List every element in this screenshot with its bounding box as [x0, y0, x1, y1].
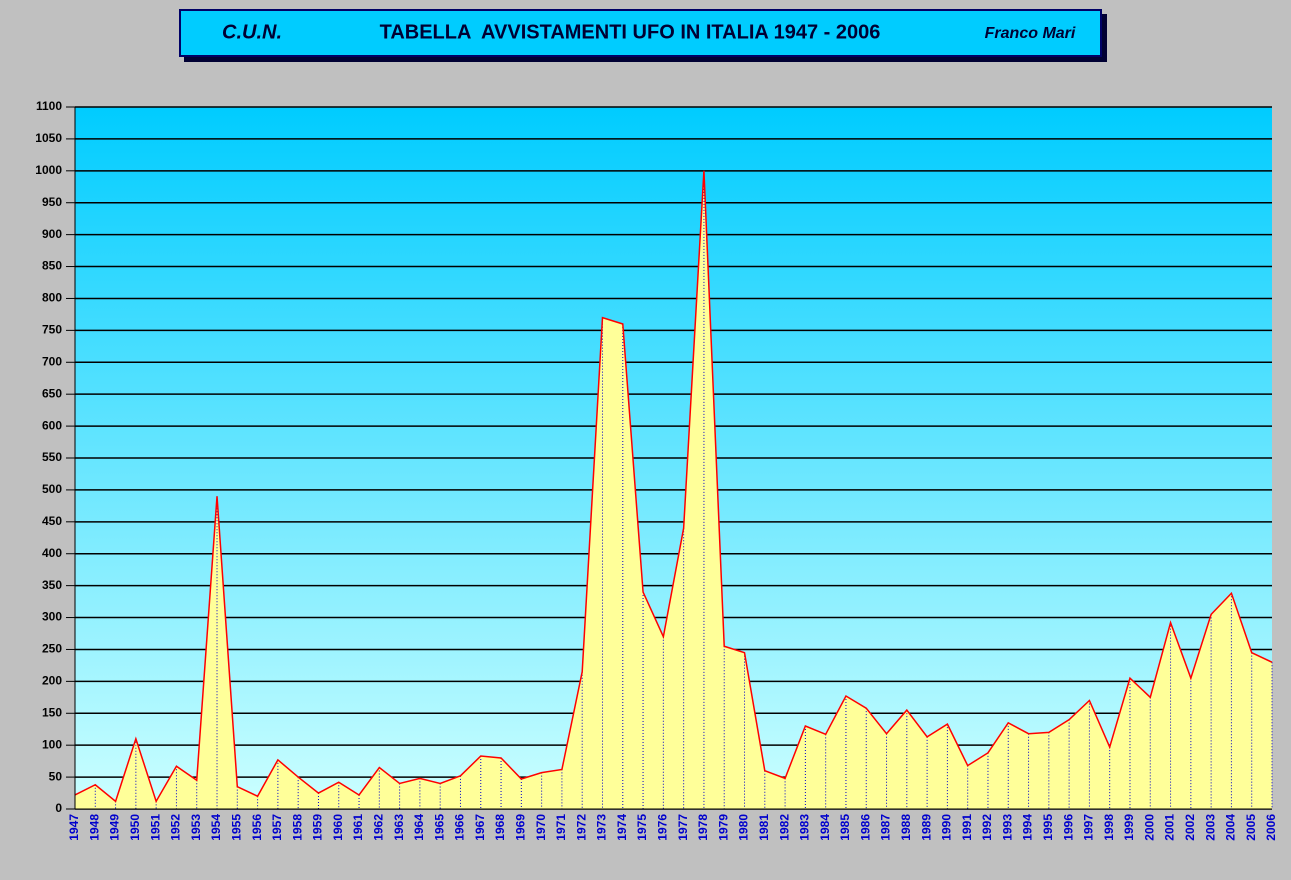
x-tick-label: 1999	[1122, 814, 1136, 841]
x-tick-label: 1964	[412, 814, 426, 841]
x-tick-label: 1965	[432, 814, 446, 841]
area	[75, 170, 1272, 809]
x-tick-label: 1967	[473, 814, 487, 841]
y-tick-label: 50	[49, 769, 63, 783]
x-tick-label: 1991	[960, 814, 974, 841]
y-tick-label: 1050	[35, 131, 62, 145]
y-tick-label: 1000	[35, 163, 62, 177]
x-tick-label: 1959	[311, 814, 325, 841]
x-tick-label: 1970	[534, 814, 548, 841]
y-tick-label: 300	[42, 610, 62, 624]
org-label: C.U.N.	[222, 21, 282, 43]
x-tick-label: 1966	[453, 814, 467, 841]
x-tick-label: 1989	[919, 814, 933, 841]
chart-title: TABELLA AVVISTAMENTI UFO IN ITALIA 1947 …	[380, 21, 881, 43]
x-tick-label: 1969	[514, 814, 528, 841]
y-tick-label: 800	[42, 291, 62, 305]
x-tick-label: 1982	[777, 814, 791, 841]
x-tick-label: 2004	[1224, 814, 1238, 841]
y-tick-label: 700	[42, 354, 62, 368]
x-tick-label: 1972	[574, 814, 588, 841]
y-tick-label: 0	[55, 801, 62, 815]
x-tick-label: 1950	[128, 814, 142, 841]
y-tick-label: 650	[42, 386, 62, 400]
x-tick-label: 1971	[554, 814, 568, 841]
x-tick-label: 1947	[67, 814, 81, 841]
y-tick-label: 750	[42, 323, 62, 337]
x-tick-label: 1980	[737, 814, 751, 841]
x-tick-label: 1948	[87, 814, 101, 841]
x-tick-label: 1986	[858, 814, 872, 841]
x-tick-label: 1990	[940, 814, 954, 841]
author-label: Franco Mari	[985, 25, 1076, 42]
x-tick-label: 2005	[1244, 814, 1258, 841]
x-tick-label: 1952	[169, 814, 183, 841]
x-tick-label: 1953	[189, 814, 203, 841]
x-tick-label: 1983	[798, 814, 812, 841]
x-tick-label: 2002	[1183, 814, 1197, 841]
x-tick-label: 1961	[351, 814, 365, 841]
x-tick-label: 1978	[696, 814, 710, 841]
x-tick-label: 2001	[1163, 814, 1177, 841]
x-tick-label: 1973	[595, 814, 609, 841]
x-tick-label: 1955	[229, 814, 243, 841]
x-tick-label: 1992	[980, 814, 994, 841]
x-tick-label: 1981	[757, 814, 771, 841]
x-tick-label: 2006	[1264, 814, 1278, 841]
x-tick-label: 1987	[879, 814, 893, 841]
title-box	[179, 9, 1102, 57]
y-tick-label: 150	[42, 705, 62, 719]
x-tick-label: 1960	[331, 814, 345, 841]
x-tick-label: 1985	[838, 814, 852, 841]
x-tick-label: 1954	[209, 814, 223, 841]
y-tick-label: 550	[42, 450, 62, 464]
x-tick-label: 1996	[1061, 814, 1075, 841]
x-tick-label: 1997	[1082, 814, 1096, 841]
x-tick-label: 1963	[392, 814, 406, 841]
x-tick-label: 1974	[615, 814, 629, 841]
y-tick-label: 850	[42, 259, 62, 273]
x-tick-label: 1994	[1021, 814, 1035, 841]
x-tick-label: 1956	[250, 814, 264, 841]
line	[74, 170, 1273, 804]
y-tick-label: 200	[42, 674, 62, 688]
x-tick-label: 1949	[108, 814, 122, 841]
y-tick-label: 250	[42, 642, 62, 656]
x-tick-label: 1962	[371, 814, 385, 841]
x-tick-label: 1977	[676, 814, 690, 841]
y-tick-label: 600	[42, 418, 62, 432]
y-tick-label: 100	[42, 737, 62, 751]
x-tick-label: 1979	[716, 814, 730, 841]
x-tick-label: 1998	[1102, 814, 1116, 841]
x-tick-label: 1976	[656, 814, 670, 841]
y-tick-label: 450	[42, 514, 62, 528]
x-tick-label: 1968	[493, 814, 507, 841]
y-tick-label: 400	[42, 546, 62, 560]
x-tick-label: 1993	[1000, 814, 1014, 841]
y-tick-label: 950	[42, 195, 62, 209]
x-tick-label: 1995	[1041, 814, 1055, 841]
x-tick-label: 1984	[818, 814, 832, 841]
y-tick-label: 350	[42, 578, 62, 592]
x-tick-label: 2003	[1203, 814, 1217, 841]
x-tick-label: 1958	[290, 814, 304, 841]
y-tick-label: 900	[42, 227, 62, 241]
x-tick-label: 1988	[899, 814, 913, 841]
y-tick-label: 1100	[36, 99, 62, 113]
y-tick-label: 500	[42, 482, 62, 496]
x-tick-label: 1957	[270, 814, 284, 841]
x-tick-label: 1975	[635, 814, 649, 841]
x-tick-label: 1951	[148, 814, 162, 841]
x-tick-label: 2000	[1142, 814, 1156, 841]
